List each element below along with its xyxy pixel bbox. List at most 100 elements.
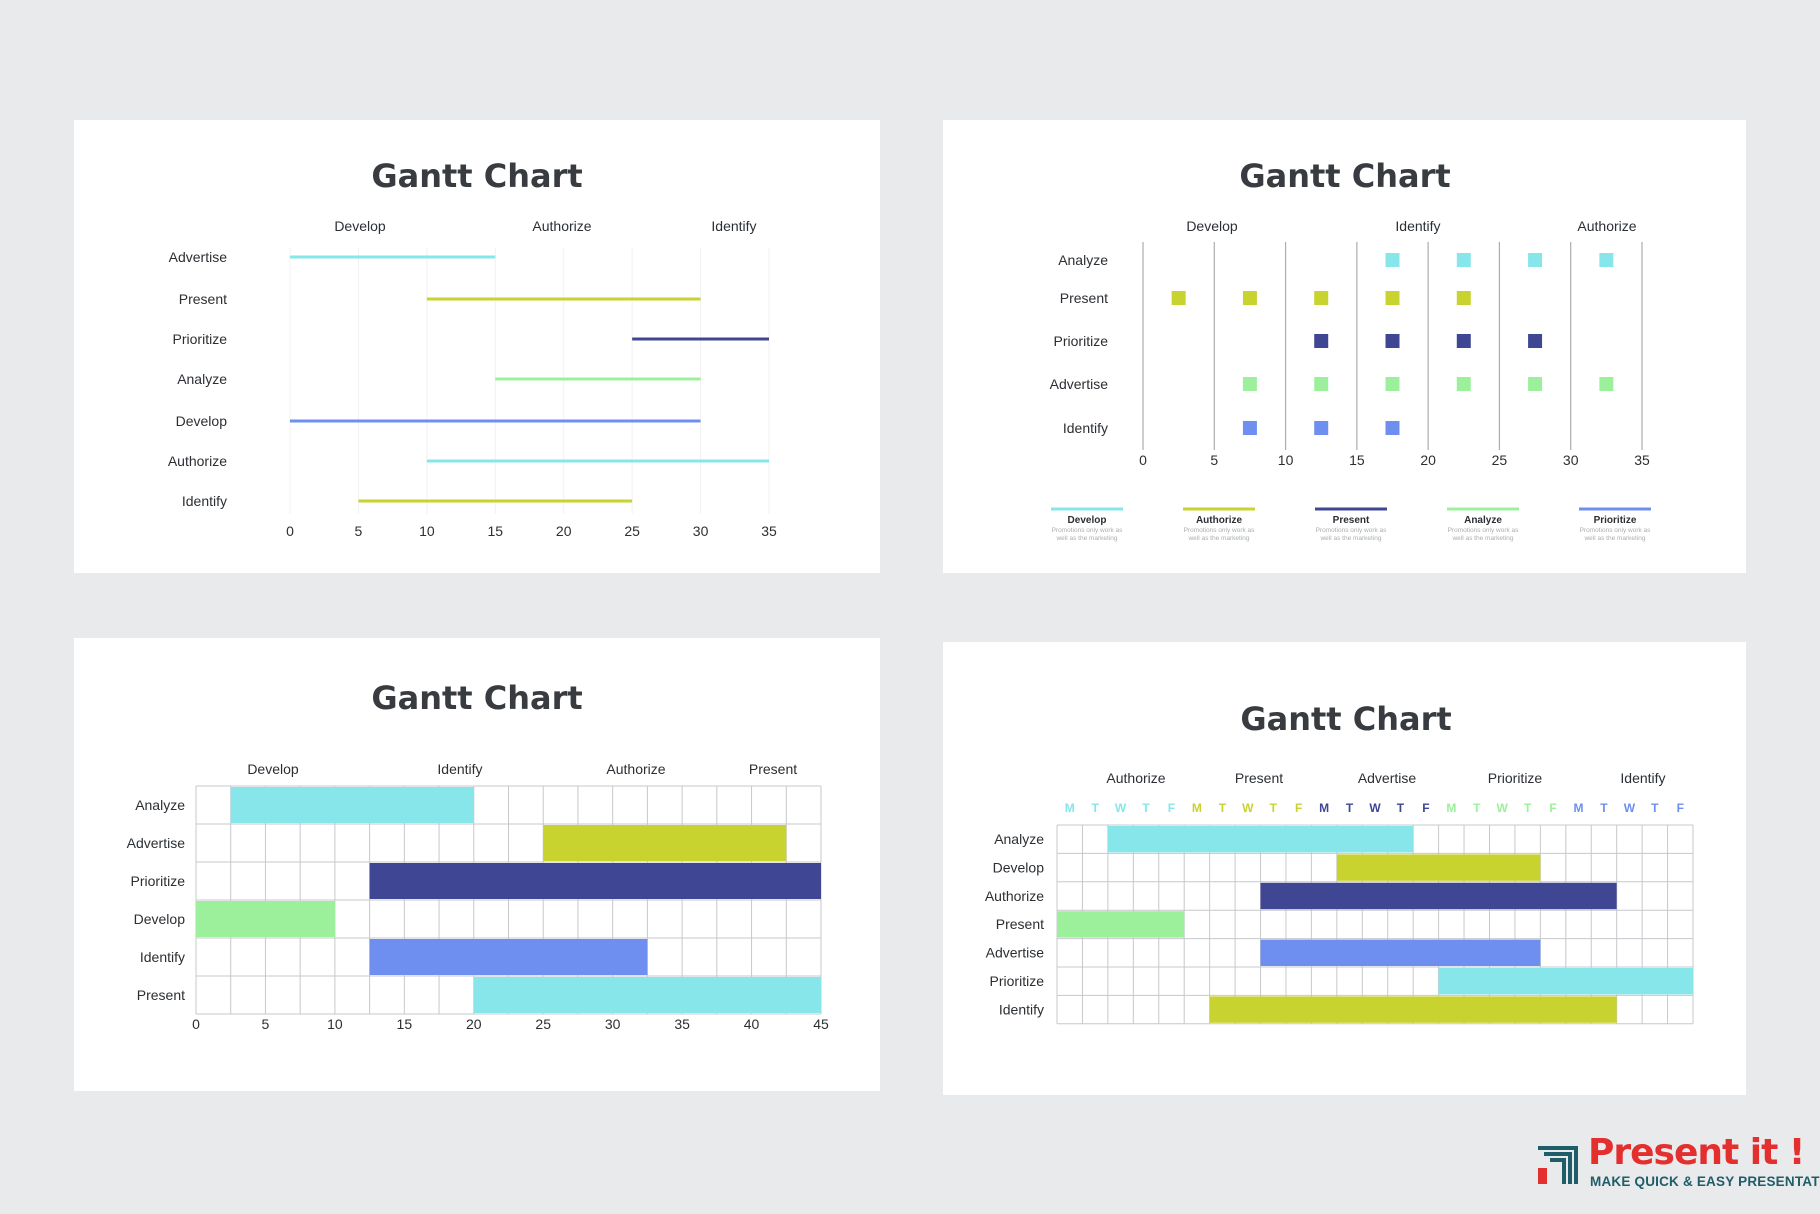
x-tick-label: 45 bbox=[813, 1016, 829, 1032]
task-bar bbox=[369, 863, 821, 899]
task-bar bbox=[1336, 854, 1541, 881]
task-label: Prioritize bbox=[131, 873, 186, 889]
task-label: Advertise bbox=[169, 249, 228, 265]
data-marker bbox=[1385, 253, 1400, 267]
task-bar bbox=[1260, 939, 1541, 966]
data-marker bbox=[1314, 291, 1329, 305]
data-marker bbox=[1385, 291, 1400, 305]
data-marker bbox=[1456, 253, 1471, 267]
task-bar bbox=[230, 787, 474, 823]
x-tick-label: 5 bbox=[1210, 452, 1218, 468]
legend-label: Analyze bbox=[1464, 515, 1502, 526]
data-marker bbox=[1456, 334, 1471, 348]
row-label: Identify bbox=[1063, 420, 1108, 436]
header-label: Authorize bbox=[1106, 770, 1165, 786]
gantt-card-4: Gantt Chart Authorize Present Advertise Prio… bbox=[943, 642, 1746, 1095]
data-marker bbox=[1456, 377, 1471, 391]
x-tick-label: 20 bbox=[466, 1016, 482, 1032]
task-label: Authorize bbox=[168, 453, 227, 469]
day-label: W bbox=[1115, 801, 1127, 815]
brand-tagline: MAKE QUICK & EASY PRESENTATIONS bbox=[1590, 1174, 1820, 1189]
x-tick-label: 15 bbox=[397, 1016, 413, 1032]
x-tick-label: 15 bbox=[1349, 452, 1365, 468]
x-tick-label: 25 bbox=[535, 1016, 551, 1032]
header-label: Identify bbox=[1620, 770, 1665, 786]
header-label: Develop bbox=[1186, 218, 1238, 234]
task-label: Authorize bbox=[985, 888, 1044, 904]
data-marker bbox=[1314, 334, 1329, 348]
data-marker bbox=[1385, 334, 1400, 348]
data-marker bbox=[1171, 291, 1186, 305]
gantt-chart-4: Gantt Chart Authorize Present Advertise Prio… bbox=[985, 700, 1694, 1025]
task-label: Present bbox=[179, 291, 227, 307]
header-label: Authorize bbox=[532, 218, 591, 234]
header-label: Advertise bbox=[1358, 770, 1417, 786]
gantt-card-1: Gantt Chart Develop Authorize Identify Adver… bbox=[74, 120, 880, 573]
header-label: Present bbox=[749, 761, 797, 777]
data-marker bbox=[1242, 291, 1257, 305]
header-label: Authorize bbox=[1577, 218, 1636, 234]
day-label: T bbox=[1651, 801, 1659, 815]
task-label: Prioritize bbox=[173, 331, 228, 347]
task-bar bbox=[473, 977, 821, 1013]
row-label: Advertise bbox=[1050, 376, 1109, 392]
x-tick-label: 0 bbox=[286, 523, 294, 539]
header-label: Develop bbox=[334, 218, 386, 234]
gantt-chart-3: Gantt Chart Develop Identify Authorize Prese… bbox=[127, 679, 829, 1032]
chart-title: Gantt Chart bbox=[1240, 700, 1451, 738]
x-tick-label: 10 bbox=[1278, 452, 1294, 468]
day-label: F bbox=[1422, 801, 1429, 815]
day-label: F bbox=[1677, 801, 1684, 815]
day-label: M bbox=[1574, 801, 1584, 815]
gantt-card-2: Gantt Chart Develop Identify Authorize Analy… bbox=[943, 120, 1746, 573]
day-label: T bbox=[1346, 801, 1354, 815]
task-label: Present bbox=[137, 987, 185, 1003]
legend-note: well as the marketing bbox=[1451, 535, 1513, 542]
header-label: Develop bbox=[247, 761, 299, 777]
day-label: M bbox=[1192, 801, 1202, 815]
gantt-chart-1: Gantt Chart Develop Authorize Identify Adver… bbox=[168, 157, 777, 539]
day-label: W bbox=[1369, 801, 1381, 815]
legend-label: Authorize bbox=[1196, 515, 1243, 526]
day-label: F bbox=[1549, 801, 1556, 815]
task-label: Develop bbox=[993, 859, 1045, 875]
x-tick-label: 10 bbox=[327, 1016, 343, 1032]
header-label: Present bbox=[1235, 770, 1283, 786]
task-bar bbox=[543, 825, 787, 861]
day-label: W bbox=[1624, 801, 1636, 815]
x-tick-label: 0 bbox=[192, 1016, 200, 1032]
task-label: Analyze bbox=[177, 371, 227, 387]
x-tick-label: 30 bbox=[693, 523, 709, 539]
data-marker bbox=[1314, 421, 1329, 435]
day-label: W bbox=[1242, 801, 1254, 815]
legend-note: well as the marketing bbox=[1319, 535, 1381, 542]
header-label: Identify bbox=[711, 218, 756, 234]
x-tick-label: 10 bbox=[419, 523, 435, 539]
task-label: Advertise bbox=[127, 835, 186, 851]
task-bar bbox=[369, 939, 648, 975]
x-tick-label: 20 bbox=[1420, 452, 1436, 468]
day-label: T bbox=[1473, 801, 1481, 815]
logo-icon bbox=[1538, 1146, 1578, 1184]
header-label: Authorize bbox=[606, 761, 665, 777]
data-marker bbox=[1385, 421, 1400, 435]
task-label: Develop bbox=[134, 911, 186, 927]
legend-label: Develop bbox=[1068, 515, 1107, 526]
x-tick-label: 30 bbox=[605, 1016, 621, 1032]
task-bar bbox=[1107, 826, 1414, 853]
day-label: T bbox=[1091, 801, 1099, 815]
data-marker bbox=[1242, 377, 1257, 391]
task-bar bbox=[1260, 882, 1617, 910]
row-label: Present bbox=[1060, 290, 1108, 306]
task-label: Advertise bbox=[986, 945, 1045, 961]
day-label: T bbox=[1219, 801, 1227, 815]
day-label: T bbox=[1397, 801, 1405, 815]
legend-label: Present bbox=[1333, 515, 1370, 526]
legend-note: well as the marketing bbox=[1055, 535, 1117, 542]
task-bar bbox=[1057, 911, 1185, 938]
day-label: M bbox=[1319, 801, 1329, 815]
header-label: Identify bbox=[437, 761, 482, 777]
legend-note: Promotions only work as bbox=[1316, 527, 1388, 534]
task-label: Develop bbox=[176, 413, 228, 429]
chart-title: Gantt Chart bbox=[371, 679, 582, 717]
